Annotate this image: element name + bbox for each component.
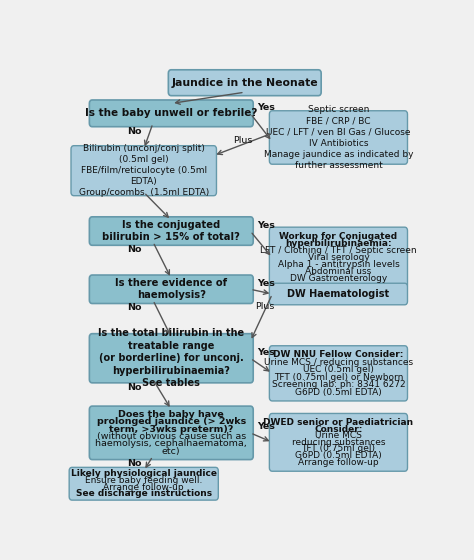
FancyBboxPatch shape (90, 406, 253, 460)
Text: Arrange follow-up: Arrange follow-up (298, 458, 379, 466)
Text: term, >3wks preterm)?: term, >3wks preterm)? (109, 424, 234, 434)
FancyBboxPatch shape (69, 468, 219, 500)
Text: G6PD (0.5ml EDTA): G6PD (0.5ml EDTA) (295, 388, 382, 396)
Text: Workup for Conjugated: Workup for Conjugated (279, 232, 398, 241)
Text: Yes: Yes (257, 221, 274, 230)
FancyBboxPatch shape (90, 217, 253, 245)
Text: Is the baby unwell or febrile?: Is the baby unwell or febrile? (85, 108, 257, 118)
Text: (without obvious cause such as: (without obvious cause such as (97, 432, 246, 441)
Text: See discharge instructions: See discharge instructions (76, 489, 212, 498)
FancyBboxPatch shape (269, 283, 408, 305)
Text: DW Gastroenterology: DW Gastroenterology (290, 274, 387, 283)
Text: Yes: Yes (257, 279, 274, 288)
Text: haemolysis, cephalhaematoma,: haemolysis, cephalhaematoma, (95, 439, 247, 448)
Text: Ensure baby feeding well.: Ensure baby feeding well. (85, 476, 202, 485)
Text: UEC (0.5ml gel): UEC (0.5ml gel) (303, 365, 374, 374)
Text: DW Haematologist: DW Haematologist (287, 289, 390, 299)
Text: No: No (128, 304, 142, 312)
FancyBboxPatch shape (71, 146, 217, 195)
Text: Yes: Yes (257, 348, 274, 357)
FancyBboxPatch shape (90, 334, 253, 383)
Text: reducing substances: reducing substances (292, 438, 385, 447)
FancyBboxPatch shape (269, 346, 408, 401)
Text: Plus: Plus (255, 302, 274, 311)
Text: hyperbilirubinaemia:: hyperbilirubinaemia: (285, 239, 392, 248)
FancyBboxPatch shape (90, 275, 253, 304)
Text: Is the total bilirubin in the
treatable range
(or borderline) for unconj.
hyperb: Is the total bilirubin in the treatable … (98, 329, 245, 388)
Text: Bilirubin (unconj/conj split)
(0.5ml gel)
FBE/film/reticulocyte (0.5ml
EDTA)
Gro: Bilirubin (unconj/conj split) (0.5ml gel… (79, 144, 209, 197)
FancyBboxPatch shape (168, 70, 321, 96)
Text: DW NNU Fellow Consider:: DW NNU Fellow Consider: (273, 350, 404, 359)
Text: Septic screen
FBE / CRP / BC
UEC / LFT / ven BI Gas / Glucose
IV Antibiotics
Man: Septic screen FBE / CRP / BC UEC / LFT /… (264, 105, 413, 170)
Text: Arrange follow-up: Arrange follow-up (103, 483, 184, 492)
Text: TFT (0.75ml gel): TFT (0.75ml gel) (301, 445, 375, 454)
Text: Urine MCS: Urine MCS (315, 431, 362, 440)
Text: No: No (128, 127, 142, 136)
Text: G6PD (0.5ml EDTA): G6PD (0.5ml EDTA) (295, 451, 382, 460)
Text: LFT / Clothing / TFT / Septic screen: LFT / Clothing / TFT / Septic screen (260, 246, 417, 255)
FancyBboxPatch shape (269, 227, 408, 288)
FancyBboxPatch shape (269, 413, 408, 471)
Text: etc): etc) (162, 446, 181, 455)
Text: No: No (128, 459, 142, 468)
Text: No: No (128, 245, 142, 254)
FancyBboxPatch shape (90, 100, 253, 127)
FancyBboxPatch shape (269, 111, 408, 164)
Text: Abdominal uss: Abdominal uss (305, 268, 372, 277)
Text: Yes: Yes (257, 422, 274, 431)
Text: Likely physiological jaundice: Likely physiological jaundice (71, 469, 217, 478)
Text: Screening lab: ph: 8341 6272: Screening lab: ph: 8341 6272 (272, 380, 405, 389)
Text: Plus: Plus (233, 136, 253, 144)
Text: Is there evidence of
haemolysis?: Is there evidence of haemolysis? (115, 278, 228, 301)
Text: DWED senior or Paediatrician: DWED senior or Paediatrician (264, 418, 413, 427)
Text: Does the baby have: Does the baby have (118, 410, 224, 419)
Text: Yes: Yes (257, 103, 274, 112)
Text: Viral serology: Viral serology (308, 253, 369, 262)
Text: No: No (128, 382, 142, 391)
Text: prolonged jaundice (> 2wks: prolonged jaundice (> 2wks (97, 417, 246, 427)
Text: Urine MCS / reducing substances: Urine MCS / reducing substances (264, 357, 413, 367)
Text: Alpha 1 - antitrypsin levels: Alpha 1 - antitrypsin levels (278, 260, 399, 269)
Text: Consider:: Consider: (314, 424, 363, 433)
Text: TFT (0.75ml gel) or Newborn: TFT (0.75ml gel) or Newborn (274, 372, 403, 381)
Text: Is the conjugated
bilirubin > 15% of total?: Is the conjugated bilirubin > 15% of tot… (102, 220, 240, 242)
Text: Jaundice in the Neonate: Jaundice in the Neonate (172, 78, 318, 88)
